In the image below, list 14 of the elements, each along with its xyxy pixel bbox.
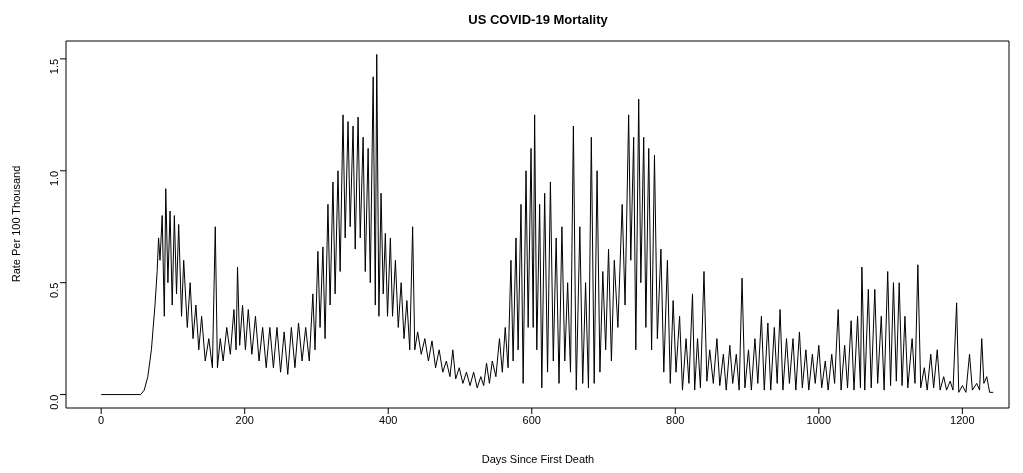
y-tick-label: 1.5	[47, 58, 60, 75]
x-tick-label: 400	[379, 413, 398, 426]
x-tick-label: 0	[98, 413, 105, 426]
x-tick-label: 1200	[950, 413, 975, 426]
y-axis-title: Rate Per 100 Thousand	[10, 165, 23, 283]
chart-title: US COVID-19 Mortality	[467, 12, 609, 27]
x-tick-label: 600	[522, 413, 541, 426]
x-tick-label: 200	[235, 413, 254, 426]
y-tick-label: 0.5	[47, 282, 60, 298]
x-tick-label: 1000	[806, 413, 832, 426]
y-tick-label: 0.0	[47, 394, 60, 410]
x-axis-title: Days Since First Death	[480, 453, 596, 465]
y-tick-label: 1.0	[47, 170, 60, 187]
x-tick-label: 800	[666, 413, 685, 426]
